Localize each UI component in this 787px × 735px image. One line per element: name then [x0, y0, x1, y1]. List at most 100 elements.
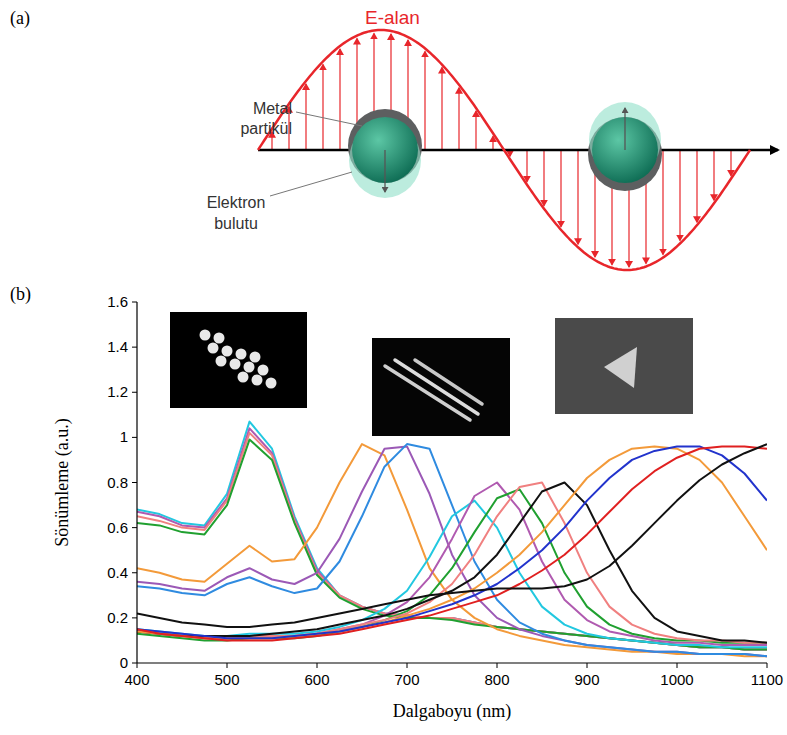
y-tick-label: 0 [120, 654, 128, 671]
spectrum-line [137, 440, 767, 650]
wave-diagram [258, 30, 778, 270]
y-tick-label: 1.4 [107, 338, 128, 355]
inset-sphere [214, 333, 225, 344]
y-tick [132, 302, 137, 303]
field-arrow [543, 150, 544, 206]
cloud-label: Elektron [207, 194, 266, 211]
y-tick [132, 527, 137, 528]
y-tick-label: 0.4 [107, 564, 128, 581]
y-tick-label: 1.6 [107, 293, 128, 310]
field-arrow [305, 84, 306, 150]
y-tick [132, 437, 137, 438]
field-arrow [441, 68, 442, 150]
y-axis-title: Sönümleme (a.u.) [52, 418, 73, 546]
x-tick [317, 663, 318, 668]
inset-rod [385, 366, 470, 420]
y-tick-label: 0.6 [107, 519, 128, 536]
y-tick [132, 572, 137, 573]
spectrum-line [137, 446, 767, 640]
x-tick-label: 500 [214, 671, 239, 688]
inset-sphere [244, 362, 255, 373]
y-tick-label: 1.2 [107, 383, 128, 400]
x-axis [137, 662, 767, 663]
spectrum-line [137, 446, 767, 656]
field-arrow [696, 150, 697, 222]
y-tick [132, 392, 137, 393]
x-tick-label: 700 [394, 671, 419, 688]
panel-label: (a) [10, 8, 30, 29]
inset-rod [415, 360, 482, 404]
spectrum-line [137, 422, 767, 650]
x-tick [497, 663, 498, 668]
spectrum-line [137, 444, 767, 656]
metal-particle [348, 109, 422, 198]
field-label: E-alan [365, 7, 420, 28]
field-arrow [424, 51, 425, 150]
inset-sphere [252, 375, 263, 386]
field-arrow [679, 150, 680, 241]
field-arrow [322, 64, 323, 150]
spectrum-line [137, 501, 767, 648]
spectrum-line [137, 428, 767, 649]
x-tick [767, 663, 768, 668]
inset-rod [395, 360, 478, 414]
cloud-label: bulutu [214, 215, 258, 232]
x-tick-label: 800 [484, 671, 509, 688]
spectrum-line [137, 483, 767, 643]
x-tick [407, 663, 408, 668]
x-tick [137, 663, 138, 668]
axes: 00.20.40.60.811.21.41.640050060070080090… [107, 293, 783, 688]
field-wave [258, 30, 750, 270]
inset-sphere [250, 352, 261, 363]
spectrum-line [137, 444, 767, 627]
field-arrow [458, 88, 459, 150]
spectrum-line [137, 483, 767, 643]
x-tick-label: 1100 [751, 671, 783, 688]
spectrum-line [137, 433, 767, 650]
x-tick [587, 663, 588, 668]
y-tick [132, 347, 137, 348]
y-tick-label: 0.8 [107, 474, 128, 491]
inset-sphere [230, 359, 241, 370]
field-arrow [577, 150, 578, 244]
inset-sphere [222, 346, 233, 357]
x-tick-label: 900 [574, 671, 599, 688]
field-arrow [730, 150, 731, 176]
inset-sphere [236, 349, 247, 360]
y-tick [132, 482, 137, 483]
leader-line [296, 112, 362, 126]
inset-triangle [555, 318, 693, 414]
x-axis-title: Dalgaboyu (nm) [393, 701, 511, 722]
leader-line [270, 172, 352, 196]
sem-insets [170, 312, 693, 436]
inset-sphere [208, 343, 219, 354]
particle-label: Metal [253, 100, 292, 117]
inset-rods [372, 338, 510, 436]
panel-label: (b) [10, 284, 31, 305]
propagation-axis [258, 149, 778, 152]
y-tick [132, 617, 137, 618]
inset-sphere [200, 330, 211, 341]
x-tick-label: 600 [304, 671, 329, 688]
x-tick-label: 400 [124, 671, 149, 688]
spectrum-line [137, 444, 767, 656]
field-arrow [526, 150, 527, 182]
y-tick [132, 663, 137, 664]
metal-particle [588, 102, 662, 191]
inset-triangle-shape [604, 347, 637, 388]
y-tick-label: 0.2 [107, 609, 128, 626]
field-arrow [492, 136, 493, 150]
field-arrow [475, 111, 476, 150]
inset-sphere [258, 365, 269, 376]
inset-spheres [170, 312, 307, 408]
spectrum-line [137, 489, 767, 642]
x-tick [677, 663, 678, 668]
dipole-arrow [384, 150, 385, 192]
figure: (a)MetalpartikülElektronbulutuE-alan(b)0… [0, 0, 787, 735]
inset-sphere [216, 356, 227, 367]
spectrum-line [137, 483, 767, 646]
field-arrow [560, 150, 561, 227]
curves [137, 422, 767, 657]
field-arrow [662, 150, 663, 255]
field-arrow [339, 49, 340, 150]
